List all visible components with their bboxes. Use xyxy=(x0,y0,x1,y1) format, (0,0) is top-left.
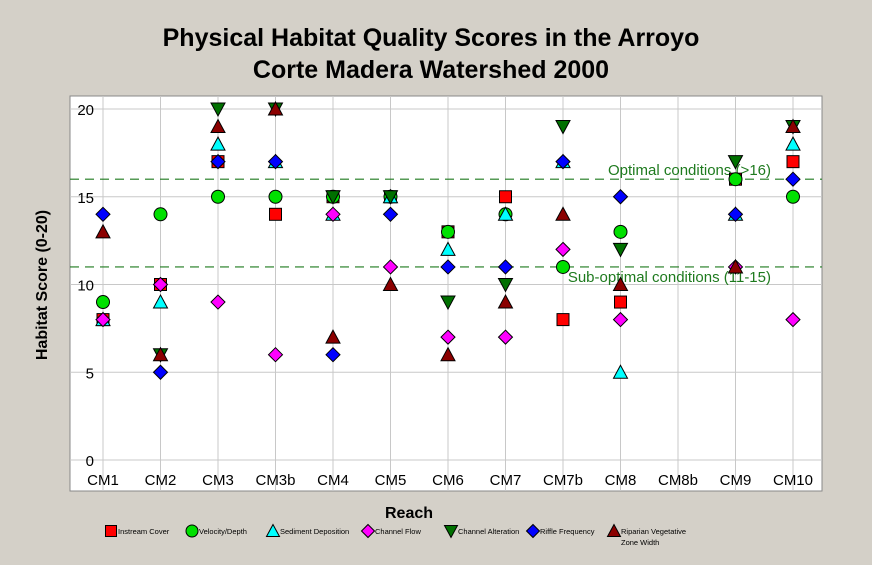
plot-area xyxy=(70,96,822,491)
legend-label: Zone Width xyxy=(621,538,659,547)
data-point xyxy=(269,190,282,203)
x-tick-label: CM5 xyxy=(375,472,407,489)
legend-marker xyxy=(445,526,458,538)
y-tick-label: 5 xyxy=(86,365,94,382)
data-point xyxy=(97,296,110,309)
legend-label: Velocity/Depth xyxy=(199,527,247,536)
y-tick-label: 0 xyxy=(86,453,94,470)
data-point xyxy=(614,225,627,238)
legend-marker xyxy=(267,525,280,537)
y-tick-label: 20 xyxy=(77,102,94,119)
x-tick-label: CM2 xyxy=(145,472,177,489)
x-tick-label: CM8b xyxy=(658,472,698,489)
x-tick-label: CM4 xyxy=(317,472,349,489)
reference-line-label: Optimal conditions (>16) xyxy=(608,162,771,179)
x-axis-label: Reach xyxy=(385,505,433,522)
legend-marker xyxy=(608,525,621,537)
x-tick-label: CM1 xyxy=(87,472,119,489)
x-tick-label: CM7 xyxy=(490,472,522,489)
x-tick-label: CM10 xyxy=(773,472,813,489)
x-tick-label: CM6 xyxy=(432,472,464,489)
chart-title-line-1: Physical Habitat Quality Scores in the A… xyxy=(163,24,700,52)
data-point xyxy=(729,173,742,186)
legend-marker xyxy=(362,525,375,538)
y-tick-label: 10 xyxy=(77,278,94,295)
x-tick-label: CM7b xyxy=(543,472,583,489)
data-point xyxy=(787,156,799,168)
data-point xyxy=(557,314,569,326)
legend-label: Sediment Deposition xyxy=(280,527,349,536)
legend-marker xyxy=(527,525,540,538)
x-tick-label: CM3b xyxy=(255,472,295,489)
data-point xyxy=(154,208,167,221)
legend-label: Instream Cover xyxy=(118,527,170,536)
legend: Instream Cover Velocity/Depth Sediment Dep… xyxy=(106,525,687,548)
data-point xyxy=(615,296,627,308)
x-tick-label: CM8 xyxy=(605,472,637,489)
data-point xyxy=(442,225,455,238)
chart-title-line-2: Corte Madera Watershed 2000 xyxy=(253,56,609,84)
data-point xyxy=(557,260,570,273)
y-axis-label: Habitat Score (0-20) xyxy=(34,210,51,360)
legend-label: Channel Alteration xyxy=(458,527,519,536)
data-point xyxy=(212,190,225,203)
data-point xyxy=(787,190,800,203)
legend-label: Channel Flow xyxy=(375,527,421,536)
data-point xyxy=(270,208,282,220)
data-point xyxy=(500,191,512,203)
legend-marker xyxy=(106,526,117,537)
y-tick-label: 15 xyxy=(77,190,94,207)
x-tick-label: CM3 xyxy=(202,472,234,489)
legend-marker xyxy=(186,525,198,537)
legend-label: Riffle Frequency xyxy=(540,527,595,536)
x-tick-label: CM9 xyxy=(720,472,752,489)
legend-label: Riparian Vegetative xyxy=(621,527,686,536)
